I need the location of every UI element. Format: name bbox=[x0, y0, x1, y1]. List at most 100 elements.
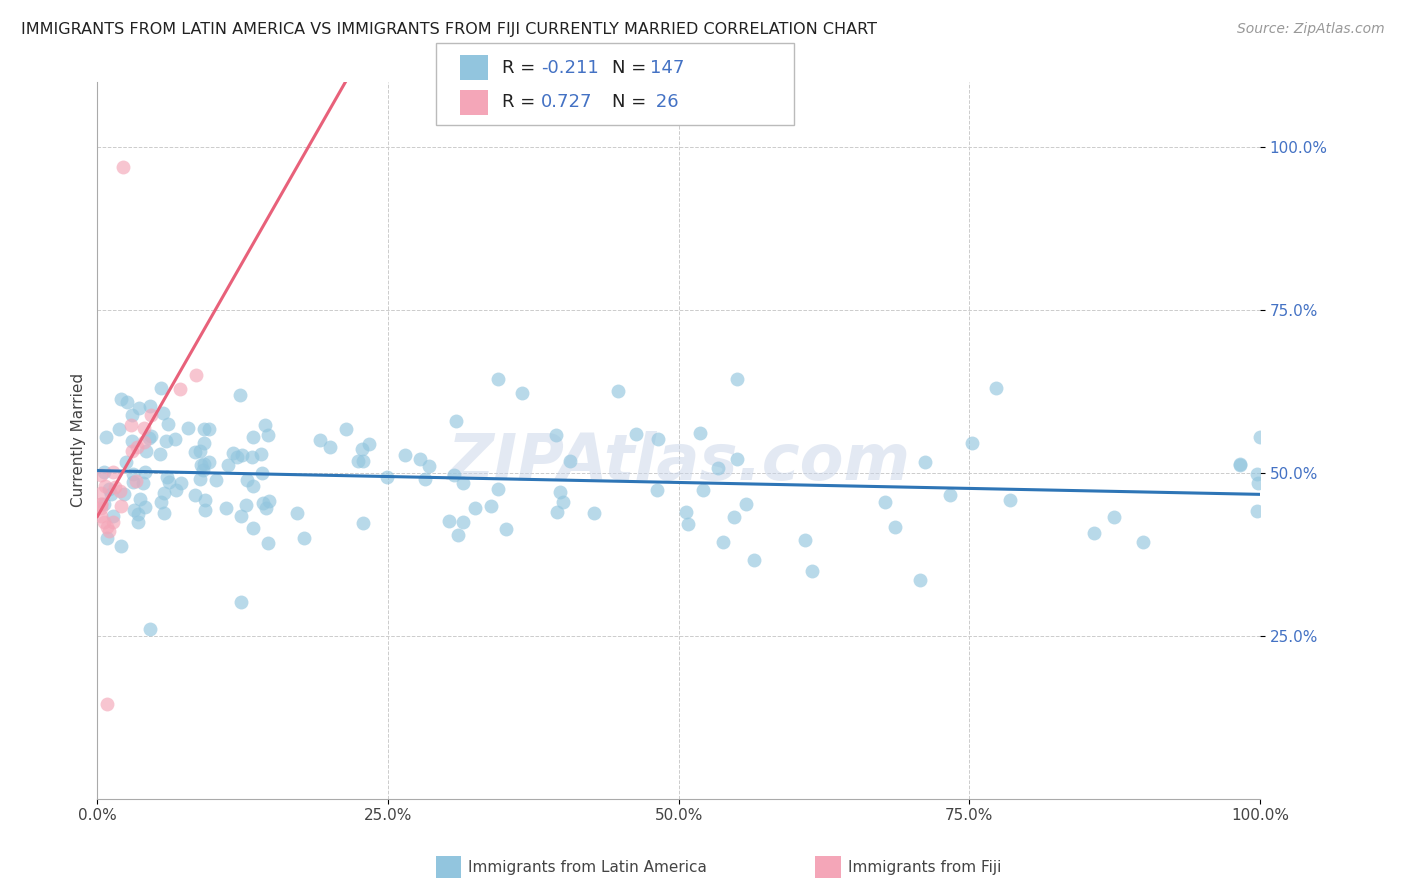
Point bbox=[149, 380, 172, 394]
Point bbox=[111, 160, 134, 174]
Point bbox=[725, 451, 748, 466]
Point bbox=[801, 565, 824, 579]
Point bbox=[138, 431, 160, 445]
Point bbox=[692, 483, 714, 497]
Point bbox=[229, 508, 252, 523]
Point bbox=[252, 496, 274, 510]
Point bbox=[103, 508, 125, 523]
Point bbox=[110, 392, 132, 407]
Point bbox=[1246, 467, 1268, 482]
Point bbox=[141, 429, 163, 443]
Point bbox=[451, 475, 474, 490]
Point bbox=[464, 501, 486, 516]
Text: N =: N = bbox=[612, 59, 651, 77]
Point bbox=[152, 485, 174, 500]
Point bbox=[375, 470, 398, 484]
Point bbox=[444, 414, 467, 428]
Point bbox=[194, 503, 217, 517]
Point bbox=[112, 487, 135, 501]
Point bbox=[135, 444, 157, 458]
Point bbox=[194, 493, 217, 508]
Point bbox=[93, 465, 115, 479]
Point bbox=[1083, 526, 1105, 541]
Point bbox=[205, 473, 228, 487]
Point bbox=[229, 388, 252, 402]
Point bbox=[152, 406, 174, 420]
Point bbox=[110, 539, 132, 553]
Point bbox=[292, 531, 315, 545]
Point bbox=[486, 372, 509, 386]
Point bbox=[347, 454, 370, 468]
Point bbox=[544, 427, 567, 442]
Point bbox=[149, 447, 172, 461]
Point bbox=[309, 433, 332, 447]
Point bbox=[711, 534, 734, 549]
Point bbox=[413, 472, 436, 486]
Point bbox=[121, 444, 143, 458]
Point bbox=[884, 519, 907, 533]
Text: Source: ZipAtlas.com: Source: ZipAtlas.com bbox=[1237, 22, 1385, 37]
Point bbox=[134, 421, 156, 435]
Point bbox=[155, 434, 177, 448]
Point bbox=[394, 449, 416, 463]
Point bbox=[190, 458, 212, 472]
Text: Immigrants from Latin America: Immigrants from Latin America bbox=[468, 860, 707, 874]
Point bbox=[90, 485, 112, 500]
Point bbox=[121, 409, 143, 423]
Point bbox=[582, 506, 605, 520]
Point bbox=[90, 467, 112, 482]
Text: ZIPAtlas.com: ZIPAtlas.com bbox=[447, 431, 910, 493]
Point bbox=[914, 455, 936, 469]
Point bbox=[607, 384, 630, 399]
Point bbox=[115, 455, 138, 469]
Point bbox=[486, 482, 509, 496]
Point bbox=[319, 440, 342, 454]
Point bbox=[96, 520, 118, 534]
Point bbox=[90, 501, 112, 516]
Point bbox=[149, 495, 172, 509]
Point bbox=[287, 507, 309, 521]
Point bbox=[139, 408, 162, 422]
Point bbox=[359, 437, 381, 451]
Text: 26: 26 bbox=[650, 93, 678, 112]
Point bbox=[94, 479, 117, 493]
Point bbox=[198, 422, 221, 436]
Point bbox=[1104, 510, 1126, 524]
Point bbox=[107, 422, 129, 436]
Point bbox=[253, 418, 276, 433]
Point bbox=[1132, 534, 1154, 549]
Point bbox=[132, 475, 155, 490]
Point bbox=[127, 507, 149, 521]
Point bbox=[249, 447, 271, 461]
Point bbox=[90, 497, 112, 511]
Point bbox=[121, 467, 143, 482]
Y-axis label: Currently Married: Currently Married bbox=[72, 373, 86, 508]
Point bbox=[98, 524, 121, 539]
Point bbox=[129, 492, 152, 507]
Point bbox=[510, 385, 533, 400]
Point bbox=[184, 488, 207, 502]
Point bbox=[725, 371, 748, 385]
Point bbox=[98, 482, 121, 496]
Point bbox=[794, 533, 817, 547]
Point bbox=[93, 515, 115, 529]
Point bbox=[1229, 457, 1251, 471]
Point bbox=[103, 465, 125, 479]
Text: R =: R = bbox=[502, 93, 541, 112]
Point bbox=[231, 448, 253, 462]
Point bbox=[1246, 476, 1268, 491]
Point bbox=[96, 531, 118, 545]
Point bbox=[165, 483, 187, 497]
Point bbox=[624, 426, 647, 441]
Point bbox=[242, 479, 264, 493]
Point bbox=[155, 469, 177, 483]
Point bbox=[139, 623, 162, 637]
Point bbox=[108, 483, 131, 498]
Point bbox=[479, 499, 502, 513]
Point bbox=[236, 473, 259, 487]
Point bbox=[1249, 430, 1271, 444]
Point bbox=[101, 515, 124, 529]
Point bbox=[910, 574, 932, 588]
Point bbox=[170, 475, 193, 490]
Point bbox=[548, 484, 571, 499]
